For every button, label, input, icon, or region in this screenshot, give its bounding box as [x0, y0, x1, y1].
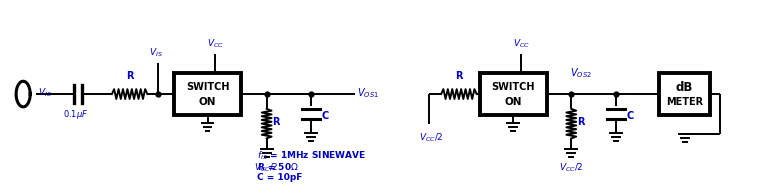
Text: $V_{CC}$: $V_{CC}$ — [207, 37, 224, 50]
Text: C: C — [322, 111, 329, 121]
Text: R: R — [273, 117, 280, 127]
Bar — [659, 73, 711, 115]
Bar — [480, 73, 546, 115]
Text: $V_{IS}$: $V_{IS}$ — [149, 46, 163, 59]
Text: $f_{IS}$ = 1MHz SINEWAVE: $f_{IS}$ = 1MHz SINEWAVE — [257, 149, 366, 162]
Text: R: R — [126, 71, 134, 81]
Text: $V_{CC}/2$: $V_{CC}/2$ — [419, 132, 444, 144]
Bar — [174, 73, 241, 115]
Text: R = 50$\Omega$: R = 50$\Omega$ — [257, 161, 299, 172]
Text: R: R — [455, 71, 463, 81]
Text: SWITCH: SWITCH — [491, 82, 535, 92]
Text: dB: dB — [676, 81, 694, 94]
Text: $V_{CC}/2$: $V_{CC}/2$ — [254, 161, 279, 174]
Text: $0.1\mu F$: $0.1\mu F$ — [63, 108, 88, 121]
Text: ON: ON — [199, 97, 216, 107]
Text: C: C — [626, 111, 633, 121]
Text: $V_{CC}$: $V_{CC}$ — [513, 37, 529, 50]
Text: $V_{CC}/2$: $V_{CC}/2$ — [559, 161, 584, 174]
Text: $V_{OS1}$: $V_{OS1}$ — [358, 86, 380, 100]
Text: ON: ON — [504, 97, 522, 107]
Text: $V_{OS2}$: $V_{OS2}$ — [570, 66, 592, 80]
Text: METER: METER — [666, 97, 703, 107]
Text: SWITCH: SWITCH — [186, 82, 229, 92]
Text: R: R — [577, 117, 584, 127]
Text: C = 10pF: C = 10pF — [257, 173, 303, 182]
Text: $V_{IS}$: $V_{IS}$ — [38, 87, 52, 99]
